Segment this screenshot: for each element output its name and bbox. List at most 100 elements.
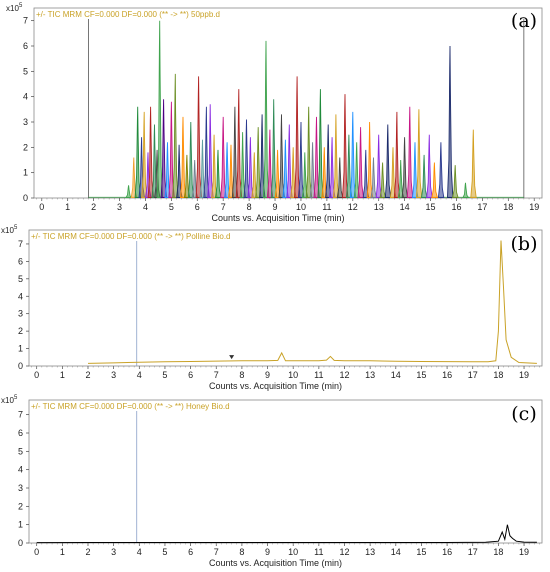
x-tick-label: 9 [273, 202, 278, 212]
chromatogram-peak [214, 149, 222, 198]
x-tick-label: 1 [65, 202, 70, 212]
x-tick-label: 18 [503, 202, 513, 212]
x-tick-label: 13 [365, 370, 375, 380]
chromatogram-peak [262, 40, 270, 198]
chromatogram-peak [462, 182, 470, 198]
y-tick-label: 6 [23, 41, 28, 51]
chart-panel-b: +/- TIC MRM CF=0.000 DF=0.000 (** -> **)… [1, 225, 543, 391]
x-tick-label: 1 [60, 370, 65, 380]
x-tick-label: 0 [39, 202, 44, 212]
y-tick-label: 0 [18, 538, 23, 548]
chromatogram-peak [452, 165, 459, 198]
x-tick-label: 17 [477, 202, 487, 212]
y-tick-label: 2 [18, 501, 23, 511]
y-tick-label: 5 [18, 274, 23, 284]
chromatogram-peak [393, 111, 401, 198]
y-tick-label: 7 [18, 410, 23, 420]
x-axis-title: Counts vs. Acquisition Time (min) [211, 213, 344, 223]
x-tick-label: 17 [468, 370, 478, 380]
chromatogram-peak [220, 116, 227, 198]
x-tick-label: 5 [162, 370, 167, 380]
x-tick-label: 13 [365, 547, 375, 557]
y-multiplier-exponent: 5 [19, 3, 23, 9]
chromatogram-peak [336, 157, 344, 198]
x-tick-label: 3 [117, 202, 122, 212]
y-tick-label: 5 [18, 446, 23, 456]
plot-frame [28, 229, 543, 367]
chromatogram-peak [270, 99, 278, 198]
y-tick-label: 2 [18, 326, 23, 336]
chromatogram-peak [470, 129, 477, 198]
chart-panel-a: +/- TIC MRM CF=0.000 DF=0.000 (** -> **)… [6, 3, 543, 223]
x-tick-label: 7 [214, 547, 219, 557]
y-tick-label: 0 [23, 193, 28, 203]
y-multiplier: x10 [1, 226, 14, 235]
y-tick-label: 5 [23, 66, 28, 76]
chromatogram-peak [415, 109, 423, 198]
panel-label: (b) [511, 233, 538, 255]
x-tick-label: 15 [426, 202, 436, 212]
x-tick-label: 8 [247, 202, 252, 212]
chromatogram-peak [235, 89, 243, 198]
chromatogram-peak [357, 127, 365, 198]
x-tick-label: 3 [111, 370, 116, 380]
chromatogram-peak [125, 185, 133, 198]
plot-frame [33, 7, 543, 199]
chromatogram-peak [332, 114, 340, 198]
x-tick-label: 1 [60, 547, 65, 557]
x-tick-label: 9 [265, 547, 270, 557]
x-tick-label: 14 [391, 547, 401, 557]
chromatogram-peak [195, 76, 202, 198]
x-tick-label: 12 [348, 202, 358, 212]
chromatogram-peak [141, 111, 148, 198]
chromatogram-peak [297, 121, 305, 198]
x-tick-label: 10 [288, 547, 298, 557]
y-multiplier-exponent: 5 [14, 225, 18, 231]
x-tick-label: 7 [214, 370, 219, 380]
y-tick-label: 6 [18, 428, 23, 438]
x-tick-label: 10 [296, 202, 306, 212]
chromatogram-peak [431, 162, 438, 198]
chromatogram-peak [426, 134, 433, 198]
x-tick-label: 13 [374, 202, 384, 212]
chromatogram-peak [180, 116, 187, 198]
x-tick-label: 18 [493, 370, 503, 380]
y-tick-label: 3 [18, 309, 23, 319]
x-tick-label: 2 [91, 202, 96, 212]
chromatogram-peak [134, 106, 142, 198]
chromatogram-peak [156, 20, 164, 198]
x-tick-label: 14 [391, 370, 401, 380]
chromatogram-peak [207, 104, 214, 198]
trace-header: +/- TIC MRM CF=0.000 DF=0.000 (** -> **)… [31, 402, 230, 411]
y-tick-label: 3 [18, 483, 23, 493]
y-tick-label: 0 [18, 361, 23, 371]
chromatogram-peak [342, 94, 349, 198]
x-tick-label: 9 [265, 370, 270, 380]
x-tick-label: 8 [239, 370, 244, 380]
x-tick-label: 14 [400, 202, 410, 212]
x-tick-label: 2 [85, 547, 90, 557]
panel-label: (c) [511, 403, 536, 425]
x-tick-label: 19 [529, 202, 539, 212]
x-tick-label: 15 [416, 547, 426, 557]
y-multiplier: x10 [1, 396, 14, 405]
chromatogram-peak [172, 73, 179, 198]
x-tick-label: 11 [314, 370, 323, 380]
y-tick-label: 1 [23, 168, 28, 178]
y-tick-label: 3 [23, 117, 28, 127]
x-tick-label: 11 [322, 202, 331, 212]
x-tick-label: 16 [442, 370, 452, 380]
x-tick-label: 6 [195, 202, 200, 212]
x-tick-label: 17 [468, 547, 478, 557]
chromatogram-peak [379, 162, 387, 198]
chromatogram-peak [366, 121, 374, 198]
x-tick-label: 10 [288, 370, 298, 380]
x-tick-label: 19 [519, 370, 529, 380]
trigger-arrow-icon [229, 355, 235, 360]
x-tick-label: 5 [169, 202, 174, 212]
trace-header: +/- TIC MRM CF=0.000 DF=0.000 (** -> **)… [36, 10, 220, 19]
x-tick-label: 6 [188, 370, 193, 380]
chromatogram-peak [349, 111, 357, 198]
chromatogram-peak [447, 45, 454, 198]
chromatogram-peak [305, 106, 313, 198]
